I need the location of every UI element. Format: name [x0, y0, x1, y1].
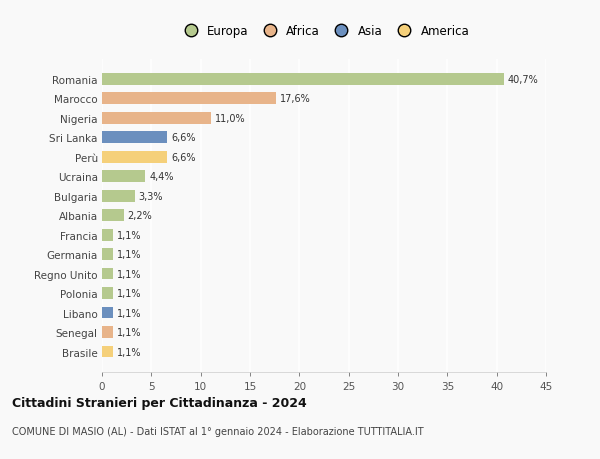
Text: 3,3%: 3,3%	[139, 191, 163, 202]
Text: 17,6%: 17,6%	[280, 94, 310, 104]
Bar	[102, 249, 113, 260]
Text: 11,0%: 11,0%	[214, 113, 245, 123]
Bar	[102, 113, 211, 124]
Text: COMUNE DI MASIO (AL) - Dati ISTAT al 1° gennaio 2024 - Elaborazione TUTTITALIA.I: COMUNE DI MASIO (AL) - Dati ISTAT al 1° …	[12, 426, 424, 436]
Bar	[102, 151, 167, 163]
Bar	[102, 132, 167, 144]
Text: 2,2%: 2,2%	[128, 211, 152, 221]
Text: Cittadini Stranieri per Cittadinanza - 2024: Cittadini Stranieri per Cittadinanza - 2…	[12, 396, 307, 409]
Bar	[102, 346, 113, 358]
Bar	[102, 74, 503, 85]
Bar	[102, 288, 113, 299]
Bar	[102, 230, 113, 241]
Text: 1,1%: 1,1%	[117, 308, 142, 318]
Text: 1,1%: 1,1%	[117, 288, 142, 298]
Bar	[102, 93, 275, 105]
Text: 1,1%: 1,1%	[117, 269, 142, 279]
Text: 1,1%: 1,1%	[117, 250, 142, 260]
Bar	[102, 171, 145, 183]
Bar	[102, 210, 124, 222]
Text: 6,6%: 6,6%	[171, 152, 196, 162]
Bar	[102, 190, 134, 202]
Text: 1,1%: 1,1%	[117, 327, 142, 337]
Text: 4,4%: 4,4%	[149, 172, 174, 182]
Bar	[102, 268, 113, 280]
Text: 6,6%: 6,6%	[171, 133, 196, 143]
Text: 40,7%: 40,7%	[508, 75, 538, 84]
Text: 1,1%: 1,1%	[117, 230, 142, 240]
Bar	[102, 307, 113, 319]
Legend: Europa, Africa, Asia, America: Europa, Africa, Asia, America	[179, 25, 469, 38]
Text: 1,1%: 1,1%	[117, 347, 142, 357]
Bar	[102, 326, 113, 338]
